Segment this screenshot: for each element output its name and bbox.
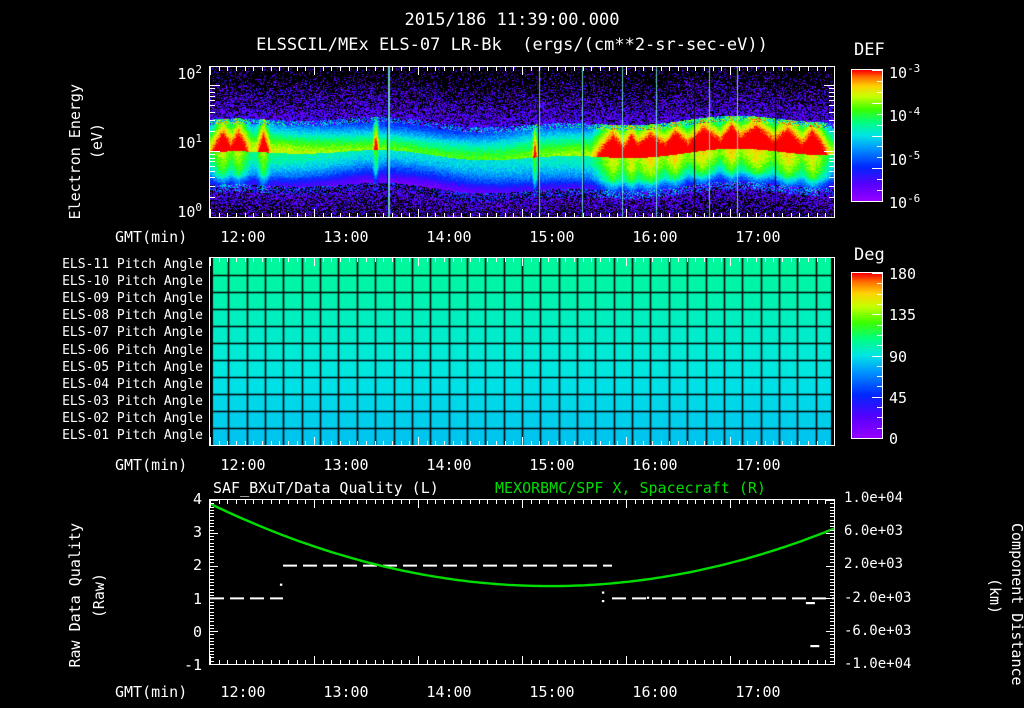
quality-ylabel-right-line2: (km): [986, 578, 1005, 615]
def-cbtick-3: 10-6: [889, 192, 921, 212]
quality-ylabel-left: Raw Data Quality: [30, 505, 84, 668]
spec-ytick-1: 101: [177, 132, 202, 152]
quality-right-ytick-3: -2.0e+03: [844, 590, 912, 606]
q-xtick-4: 16:00: [632, 683, 678, 701]
page-subtitle: ELSSCIL/MEx ELS-07 LR-Bk (ergs/(cm**2-sr…: [256, 35, 768, 55]
pitch-angle-row-label-10: ELS-10 Pitch Angle: [62, 274, 203, 289]
pitch-angle-row-label-4: ELS-04 Pitch Angle: [62, 377, 203, 392]
deg-cbtick-3: 45: [889, 389, 908, 407]
pa-xtick-4: 16:00: [632, 456, 678, 474]
spec-xtick-5: 17:00: [735, 228, 781, 246]
quality-stray-mark-5: [810, 645, 820, 648]
quality-left-ytick-1: 3: [192, 523, 202, 541]
quality-ylabel-right: Component Distance: [972, 505, 1024, 686]
pitch-angle-row-label-6: ELS-06 Pitch Angle: [62, 343, 203, 358]
q-xtick-2: 14:00: [426, 683, 472, 701]
deg-cbtick-2: 90: [889, 348, 908, 366]
q-xtick-0: 12:00: [220, 683, 266, 701]
pa-xtick-5: 17:00: [735, 456, 781, 474]
quality-ylabel-right-units: (km): [950, 560, 1004, 630]
quality-xlabel: GMT(min): [115, 683, 188, 701]
pa-xtick-0: 12:00: [220, 456, 266, 474]
spec-xtick-3: 15:00: [529, 228, 575, 246]
quality-ylabel-left-units: (Raw): [54, 555, 108, 635]
pitch-angle-xlabel: GMT(min): [115, 456, 188, 474]
quality-stray-mark-4: [805, 602, 815, 605]
quality-right-ytick-4: -6.0e+03: [844, 623, 912, 639]
page-title-timestamp: 2015/186 11:39:00.000: [404, 10, 620, 30]
spectrogram-panel[interactable]: [209, 66, 835, 218]
pa-xtick-3: 15:00: [529, 456, 575, 474]
q-xtick-5: 17:00: [735, 683, 781, 701]
pitch-angle-row-label-8: ELS-08 Pitch Angle: [62, 308, 203, 323]
pitch-angle-row-label-2: ELS-02 Pitch Angle: [62, 411, 203, 426]
quality-left-ytick-3: 1: [192, 590, 202, 608]
pitch-angle-row-label-9: ELS-09 Pitch Angle: [62, 291, 203, 306]
pitch-angle-row-label-7: ELS-07 Pitch Angle: [62, 325, 203, 340]
def-colorbar-title: DEF: [854, 40, 885, 60]
spectrogram-ylabel: Electron Energy: [28, 62, 84, 222]
def-cbtick-1: 10-4: [889, 105, 921, 125]
def-cbtick-2: 10-5: [889, 149, 921, 169]
spectrogram-xlabel: GMT(min): [115, 228, 188, 246]
spectrogram-ylabel-units: (eV): [52, 105, 106, 185]
quality-stray-mark-3: [646, 596, 650, 599]
quality-right-ytick-0: 1.0e+04: [844, 490, 904, 506]
quality-left-ytick-5: -1: [183, 656, 202, 674]
spectrogram-ylabel-line2: (eV): [88, 123, 107, 160]
deg-cbtick-4: 0: [889, 430, 899, 448]
pa-xtick-2: 14:00: [426, 456, 472, 474]
quality-left-title: SAF_BXuT/Data Quality (L): [213, 479, 439, 497]
quality-left-ytick-4: 0: [192, 623, 202, 641]
quality-panel[interactable]: [209, 499, 835, 665]
pitch-angle-row-label-5: ELS-05 Pitch Angle: [62, 360, 203, 375]
spec-xtick-0: 12:00: [220, 228, 266, 246]
pitch-angle-panel[interactable]: [209, 257, 835, 446]
def-cbtick-0: 10-3: [889, 62, 921, 82]
spec-xtick-1: 13:00: [323, 228, 369, 246]
quality-left-ytick-2: 2: [192, 556, 202, 574]
pitch-angle-row-label-3: ELS-03 Pitch Angle: [62, 394, 203, 409]
quality-ylabel-right-line1: Component Distance: [1008, 523, 1024, 686]
quality-left-ytick-0: 4: [192, 490, 202, 508]
quality-stray-mark-0: [279, 583, 283, 586]
component-distance-curve: [210, 502, 834, 588]
quality-ylabel-left-line2: (Raw): [90, 573, 109, 619]
spec-ytick-2: 100: [177, 201, 202, 221]
spec-xtick-2: 14:00: [426, 228, 472, 246]
deg-cbtick-1: 135: [889, 306, 917, 324]
deg-colorbar-title: Deg: [854, 245, 885, 265]
spec-xtick-4: 16:00: [632, 228, 678, 246]
quality-right-title: MEXORBMC/SPF X, Spacecraft (R): [495, 479, 766, 497]
q-xtick-3: 15:00: [529, 683, 575, 701]
quality-stray-mark-2: [601, 591, 605, 594]
def-colorbar: [851, 69, 883, 202]
quality-stray-mark-1: [601, 600, 605, 603]
q-xtick-1: 13:00: [323, 683, 369, 701]
quality-right-ytick-5: -1.0e+04: [844, 656, 912, 672]
pitch-angle-row-label-1: ELS-01 Pitch Angle: [62, 428, 203, 443]
pa-xtick-1: 13:00: [323, 456, 369, 474]
quality-right-ytick-1: 6.0e+03: [844, 523, 904, 539]
quality-right-ytick-2: 2.0e+03: [844, 556, 904, 572]
deg-colorbar: [851, 272, 883, 439]
spec-ytick-0: 102: [177, 63, 202, 83]
deg-cbtick-0: 180: [889, 265, 917, 283]
pitch-angle-row-label-11: ELS-11 Pitch Angle: [62, 257, 203, 272]
